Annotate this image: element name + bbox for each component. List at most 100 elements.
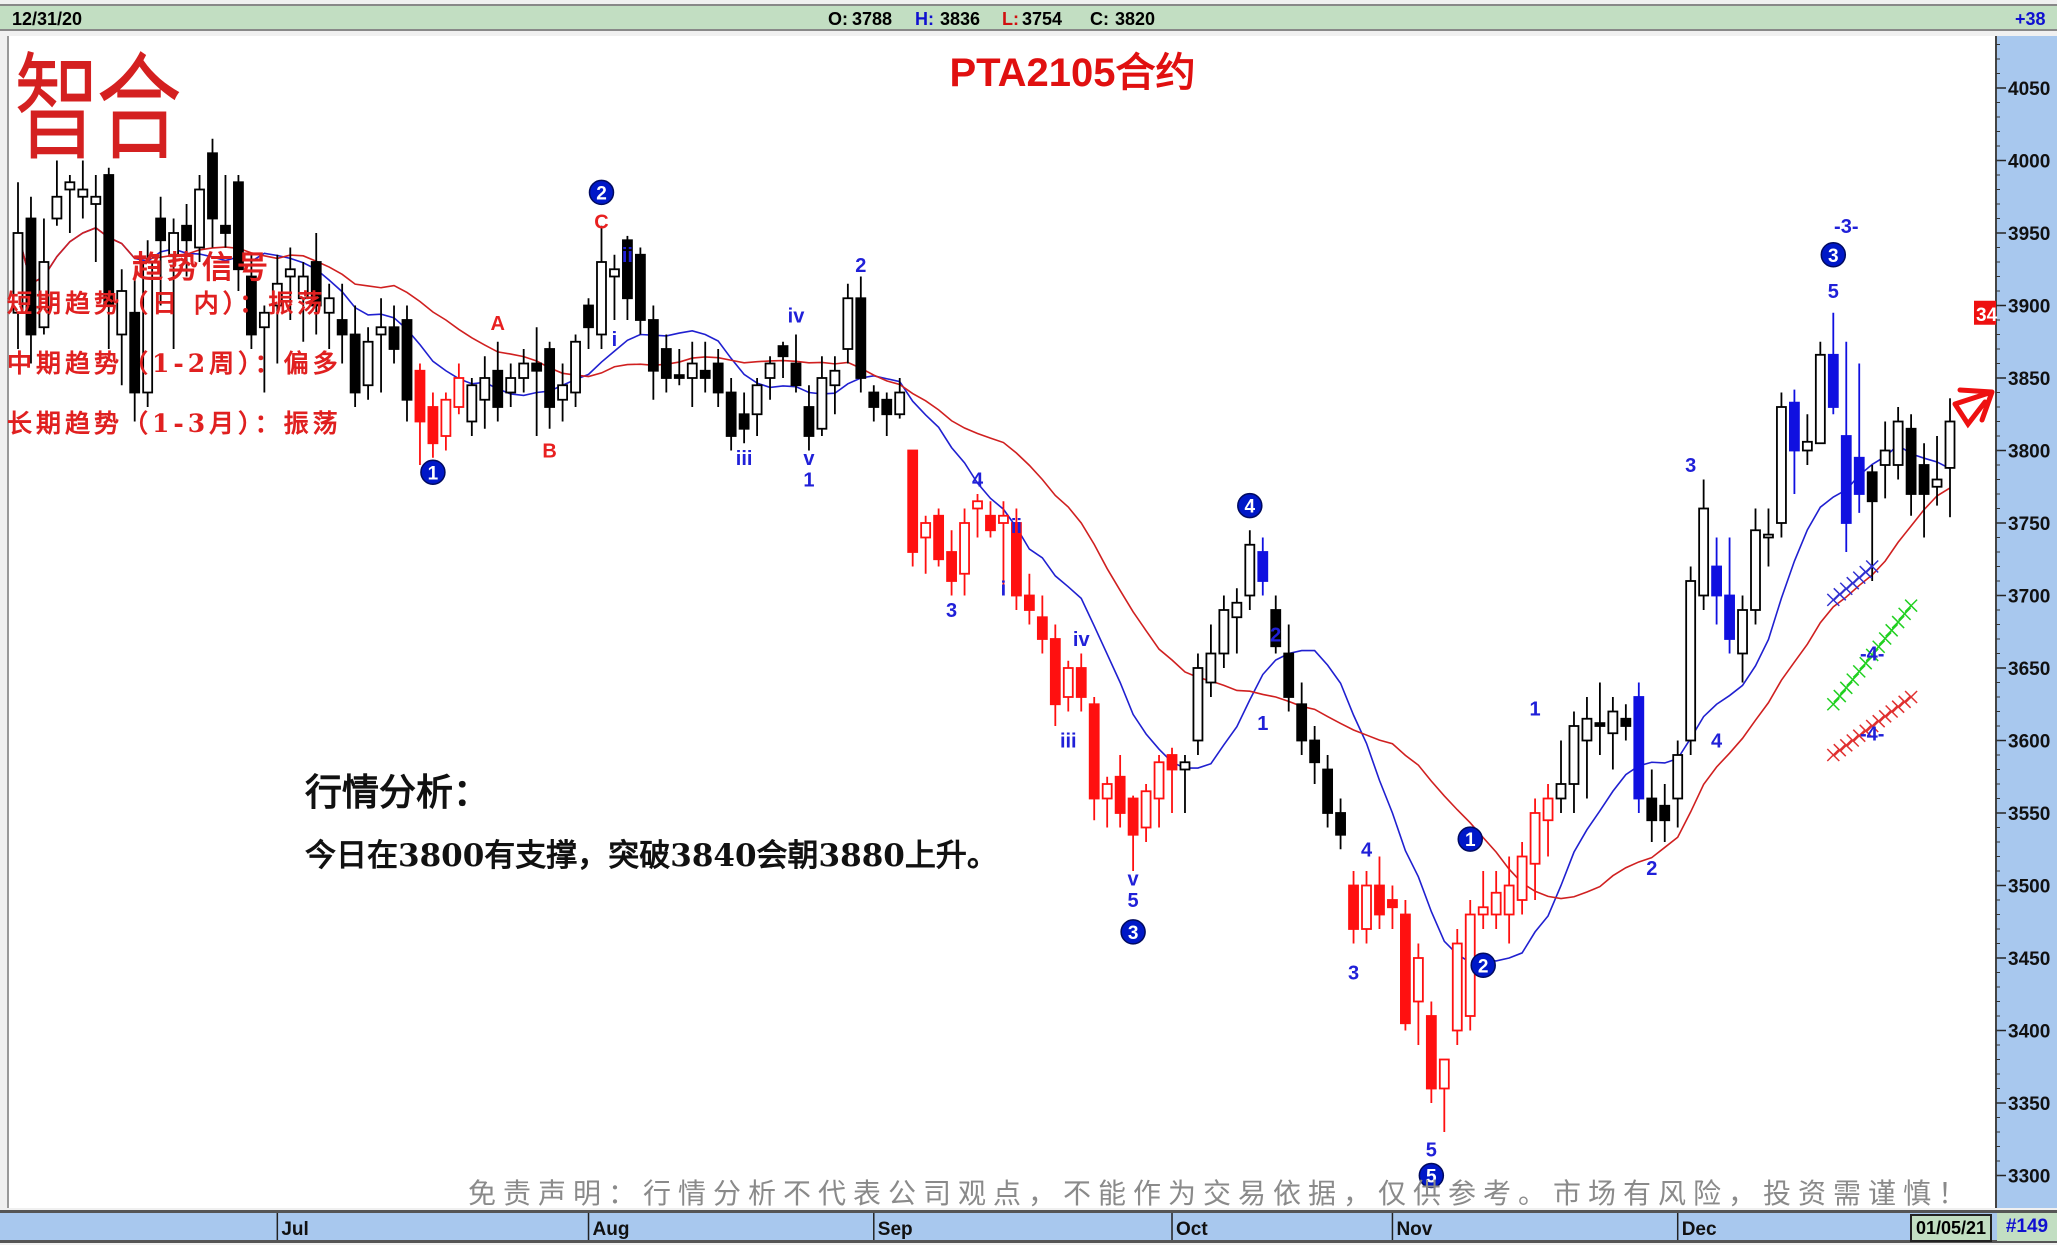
candle — [207, 138, 218, 248]
candle — [1374, 856, 1385, 929]
candle-body — [660, 348, 672, 379]
candle-body — [1789, 401, 1800, 452]
candle — [1101, 776, 1113, 828]
candle-body — [129, 311, 141, 394]
candle — [323, 283, 335, 349]
candle-body — [764, 362, 776, 379]
candle-body — [245, 275, 257, 336]
candle-body — [258, 311, 270, 329]
candle-body — [310, 261, 322, 307]
candle — [375, 298, 387, 393]
candle-body — [985, 514, 996, 532]
candle — [1763, 508, 1774, 567]
candle — [1114, 755, 1126, 828]
candle — [764, 356, 776, 400]
wave-label: 3 — [946, 600, 957, 622]
candle — [466, 378, 478, 436]
price-marker-box — [1974, 300, 1996, 325]
candle-body — [1023, 594, 1035, 611]
wave-circle-label: 3 — [1828, 246, 1839, 267]
candle-body — [1101, 783, 1113, 800]
candle — [1516, 842, 1528, 915]
candle — [1192, 653, 1204, 755]
candle — [1853, 363, 1865, 513]
y-tick-label: 3650 — [2008, 659, 2050, 680]
change-value: +38 — [2015, 9, 2046, 29]
projection-cross — [1891, 615, 1905, 629]
candle-body — [181, 224, 192, 242]
candle-body — [699, 369, 711, 379]
low-value: 3754 — [1022, 9, 1063, 29]
candle — [245, 254, 257, 349]
candle-body — [51, 195, 63, 220]
wave-label: 5 — [1828, 281, 1839, 303]
candle — [544, 341, 556, 429]
candle — [634, 247, 646, 335]
candle-body — [868, 391, 880, 408]
candle — [1322, 755, 1334, 828]
candle — [12, 182, 24, 349]
candle — [1179, 755, 1191, 813]
candle — [505, 363, 517, 407]
candle — [453, 363, 465, 415]
candle — [1438, 1058, 1450, 1132]
price-axis[interactable] — [1995, 36, 2057, 1208]
wave-label: -4- — [1860, 723, 1884, 745]
candle — [1036, 595, 1048, 654]
candle-body — [1490, 891, 1502, 916]
candle-body — [751, 384, 763, 416]
candle-body — [233, 181, 244, 271]
quote-header: 12/31/20 O: 3788 H: 3836 L: 3754 C: 3820… — [0, 4, 2057, 31]
candle — [829, 356, 841, 415]
candle-body — [1075, 667, 1087, 698]
month-label: Nov — [1396, 1219, 1432, 1240]
candle — [1451, 929, 1463, 1045]
candle — [168, 218, 179, 349]
candle-body — [414, 369, 426, 423]
candle-body — [1581, 717, 1593, 742]
candle-body — [1646, 797, 1658, 822]
candle — [414, 363, 426, 465]
candle-body — [1153, 761, 1165, 800]
candle-body — [1542, 797, 1554, 822]
candle — [1153, 755, 1165, 828]
candle — [1075, 653, 1087, 712]
wave-label: 1 — [1530, 699, 1541, 721]
candle-body — [894, 391, 906, 416]
candle — [1257, 537, 1269, 596]
signal-long: 长期趋势（1-3月）：振荡 — [7, 409, 342, 438]
wave-circle-marker — [588, 179, 615, 206]
wave-label: 2 — [855, 255, 866, 277]
candle-body — [855, 297, 867, 379]
projection-cross — [1865, 648, 1879, 662]
candle — [1905, 414, 1917, 516]
candle — [777, 341, 789, 378]
candle-body — [1905, 427, 1917, 495]
candle — [1750, 508, 1761, 625]
candle-body — [207, 152, 218, 220]
candle-body — [77, 188, 89, 198]
candle-body — [1918, 464, 1930, 495]
time-axis[interactable] — [0, 1210, 2057, 1243]
candle-body — [1322, 768, 1334, 814]
candle — [1594, 682, 1606, 755]
candle — [1503, 856, 1515, 944]
candle — [842, 283, 854, 364]
candle — [1840, 341, 1852, 552]
candle-body — [583, 304, 594, 329]
candle — [686, 341, 698, 407]
wave-label: 3 — [1685, 455, 1696, 477]
candle-body — [1620, 717, 1632, 727]
candle-body — [1711, 565, 1723, 597]
candle — [946, 530, 957, 596]
wave-circle-marker — [1470, 952, 1496, 978]
candle-body — [401, 319, 413, 401]
candle — [103, 167, 115, 349]
candle — [336, 283, 348, 364]
plot-area[interactable] — [7, 36, 1997, 1208]
candle-body — [440, 398, 452, 437]
candle-body — [1205, 652, 1217, 684]
candle-body — [622, 239, 633, 300]
wave-label: 4 — [972, 470, 984, 492]
candle — [1698, 479, 1710, 610]
